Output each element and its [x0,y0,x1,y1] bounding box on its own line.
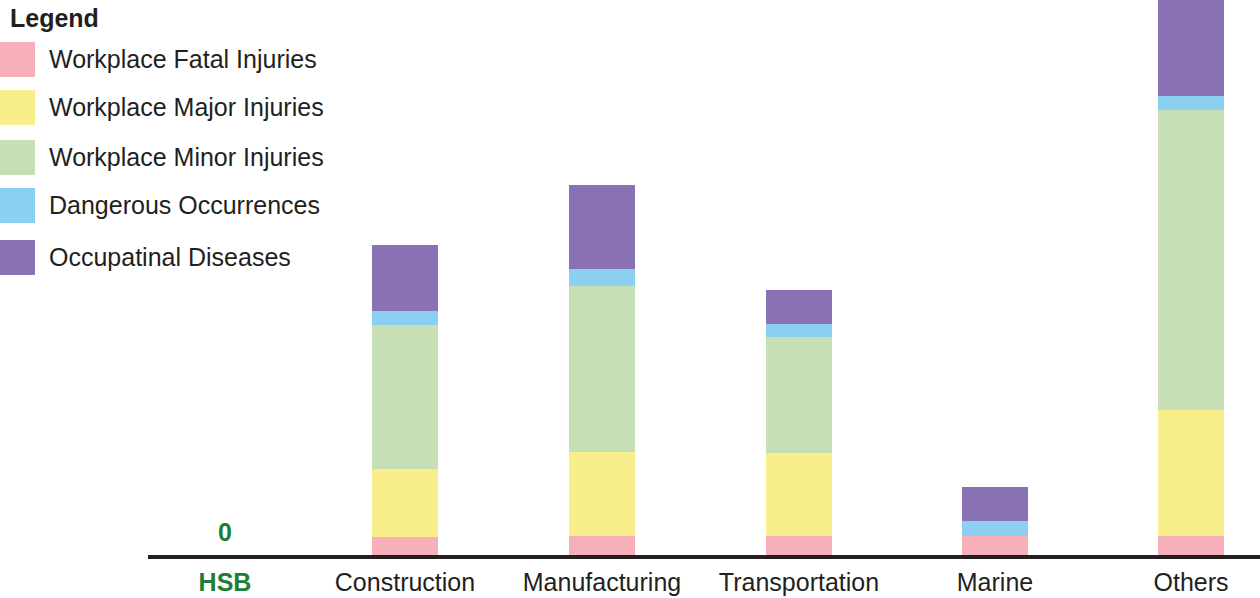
legend-item-label: Workplace Fatal Injuries [49,45,317,74]
legend-item-label: Dangerous Occurrences [49,191,320,220]
bar-segment-dangerous-occurrences [372,311,438,325]
bar-others [1158,0,1224,555]
bar-segment-workplace-minor-injuries [372,325,438,469]
bar-segment-dangerous-occurrences [569,269,635,286]
bar-segment-occupatinal-diseases [766,290,832,324]
bar-segment-dangerous-occurrences [962,521,1028,536]
bar-marine [962,487,1028,555]
bar-segment-workplace-fatal-injuries [962,536,1028,555]
x-axis-line [148,555,1260,559]
bar-segment-occupatinal-diseases [569,185,635,269]
legend-item-label: Workplace Minor Injuries [49,143,324,172]
category-label-hsb: HSB [199,568,252,597]
bar-segment-occupatinal-diseases [372,245,438,311]
blue-swatch [0,188,35,223]
legend-item-major: Workplace Major Injuries [0,90,324,125]
bar-construction [372,245,438,555]
bar-segment-workplace-fatal-injuries [766,536,832,555]
legend-item-label: Workplace Major Injuries [49,93,324,122]
category-label-manufacturing: Manufacturing [523,568,681,597]
legend-item-occupational: Occupatinal Diseases [0,240,291,275]
bar-segment-workplace-major-injuries [569,452,635,536]
bar-segment-occupatinal-diseases [962,487,1028,521]
bar-segment-workplace-minor-injuries [766,337,832,453]
legend-item-fatal: Workplace Fatal Injuries [0,42,317,77]
bar-segment-occupatinal-diseases [1158,0,1224,96]
bar-segment-workplace-fatal-injuries [1158,536,1224,555]
pink-swatch [0,42,35,77]
legend-item-label: Occupatinal Diseases [49,243,291,272]
legend-title: Legend [10,4,99,33]
bar-segment-workplace-major-injuries [1158,410,1224,536]
bar-segment-workplace-fatal-injuries [372,537,438,555]
bar-segment-dangerous-occurrences [1158,96,1224,110]
bar-segment-workplace-major-injuries [372,469,438,537]
bar-segment-workplace-major-injuries [766,453,832,536]
bar-segment-dangerous-occurrences [766,324,832,337]
yellow-swatch [0,90,35,125]
bar-manufacturing [569,185,635,555]
bar-segment-workplace-minor-injuries [1158,110,1224,410]
bar-segment-workplace-minor-injuries [569,286,635,452]
zero-value-label: 0 [218,518,232,547]
bar-segment-workplace-fatal-injuries [569,536,635,555]
category-label-marine: Marine [957,568,1033,597]
purple-swatch [0,240,35,275]
bar-transportation [766,290,832,555]
category-label-others: Others [1153,568,1228,597]
green-swatch [0,140,35,175]
category-label-construction: Construction [335,568,475,597]
legend-item-dangerous: Dangerous Occurrences [0,188,320,223]
legend-item-minor: Workplace Minor Injuries [0,140,324,175]
category-label-transportation: Transportation [719,568,879,597]
stacked-bar-chart: Legend Workplace Fatal Injuries Workplac… [0,0,1260,598]
